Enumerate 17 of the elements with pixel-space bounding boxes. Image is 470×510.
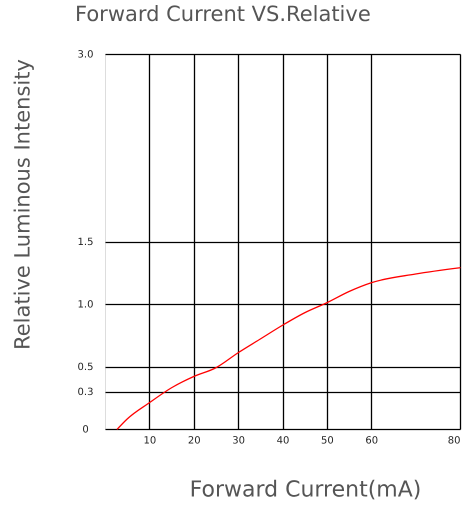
line-series [116, 267, 461, 430]
x-tick-label: 30 [232, 436, 245, 446]
y-tick-label: 1.0 [78, 300, 94, 310]
y-tick-label: 0.5 [78, 362, 94, 373]
chart-title: Forward Current VS.Relative [75, 2, 371, 26]
y-tick-label: 3.0 [78, 50, 94, 60]
y-tick-label: 0 [82, 424, 89, 436]
x-axis-title: Forward Current(mA) [190, 478, 422, 502]
x-tick-label: 80 [448, 436, 460, 446]
x-tick-label: 40 [276, 436, 290, 446]
y-tick-label: 1.5 [78, 237, 94, 248]
x-tick-label: 50 [321, 436, 334, 446]
y-tick-label: 0.3 [78, 387, 94, 398]
x-tick-label: 60 [365, 436, 378, 446]
x-tick-label: 20 [188, 436, 201, 446]
x-tick-label: 10 [144, 436, 156, 446]
y-axis-title: Relative Luminous Intensity [10, 59, 34, 350]
